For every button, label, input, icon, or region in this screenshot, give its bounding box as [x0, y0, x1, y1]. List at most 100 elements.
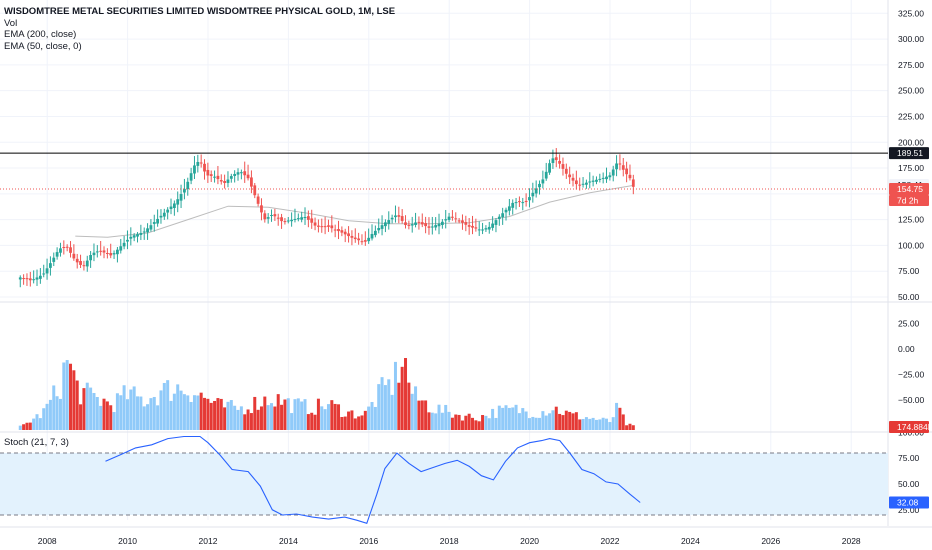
- candle: [112, 253, 116, 255]
- volume-bar: [427, 412, 431, 430]
- last-price-label-bg: [889, 182, 929, 195]
- x-tick-label: 2008: [38, 536, 57, 546]
- candle: [236, 172, 240, 175]
- candle: [99, 250, 103, 252]
- volume-bar: [380, 377, 384, 430]
- volume-bar: [89, 387, 93, 430]
- volume-bar: [146, 404, 150, 430]
- candle: [384, 222, 387, 227]
- candle: [132, 235, 136, 238]
- volume-bar: [69, 363, 73, 430]
- stoch-legend[interactable]: Stoch (21, 7, 3): [4, 437, 69, 448]
- y-tick-label: 125.00: [898, 215, 924, 225]
- candle: [243, 171, 247, 176]
- candle: [631, 179, 635, 187]
- volume-bar: [203, 397, 207, 430]
- candle: [380, 225, 384, 229]
- volume-bar: [511, 407, 515, 430]
- candle: [534, 188, 538, 194]
- candle: [65, 246, 69, 248]
- candle: [474, 227, 478, 229]
- volume-bar: [142, 406, 146, 430]
- volume-bar: [497, 405, 501, 430]
- volume-bar: [353, 418, 357, 430]
- volume-bar: [172, 393, 176, 430]
- volume-bar: [460, 420, 464, 430]
- volume-bar: [223, 407, 227, 430]
- candle: [193, 165, 196, 174]
- y-tick-label: 275.00: [898, 60, 924, 70]
- candle: [434, 225, 438, 228]
- candle: [253, 185, 257, 196]
- candle: [122, 242, 126, 247]
- y-axis[interactable]: 325.00 300.00 275.00 250.00 225.00 200.00 175.…: [898, 8, 925, 515]
- volume-bar: [484, 415, 488, 430]
- volume-bar: [226, 401, 230, 430]
- candle: [621, 165, 625, 170]
- candle: [410, 224, 414, 226]
- x-axis[interactable]: 2008 2010 2012 2014 2016 2018 2020 2022 2024 2026…: [38, 536, 861, 546]
- candle: [414, 222, 417, 225]
- candle: [69, 247, 72, 253]
- candle: [233, 173, 237, 176]
- candle: [518, 201, 521, 203]
- candle: [504, 209, 508, 213]
- volume-bar: [263, 396, 267, 430]
- candle: [551, 158, 555, 163]
- horizontal-lines[interactable]: [0, 152, 888, 190]
- candle: [327, 225, 330, 227]
- volume-bar: [393, 361, 397, 430]
- volume-bar: [283, 399, 287, 430]
- y-tick-label: 250.00: [898, 86, 924, 96]
- candle: [38, 275, 42, 279]
- candle: [219, 180, 223, 182]
- volume-bar: [611, 417, 615, 430]
- volume-last-label-bg: [889, 421, 929, 433]
- volume-bar: [216, 398, 220, 430]
- volume-bar: [417, 400, 421, 430]
- volume-bar: [159, 390, 163, 430]
- volume-bar: [333, 403, 337, 430]
- candle: [544, 171, 548, 179]
- x-tick-label: 2012: [199, 536, 218, 546]
- volume-bar: [514, 404, 518, 430]
- candle: [571, 177, 575, 181]
- volume-bar: [179, 390, 183, 430]
- volume-bar: [62, 362, 66, 430]
- candle: [223, 180, 227, 183]
- candle: [404, 222, 407, 226]
- candle: [568, 174, 572, 178]
- candle: [22, 278, 26, 280]
- volume-bar: [404, 358, 408, 430]
- volume-bar: [139, 396, 143, 430]
- stoch-band: [0, 452, 888, 516]
- candle: [105, 252, 109, 254]
- y-tick-label: 25.00: [898, 319, 920, 329]
- volume-bar: [169, 400, 173, 430]
- chart-legend: WISDOMTREE METAL SECURITIES LIMITED WISD…: [4, 6, 395, 52]
- candle: [49, 263, 52, 268]
- volume-bar: [310, 412, 314, 430]
- legend-vol[interactable]: Vol: [4, 17, 18, 29]
- volume-bar: [407, 382, 411, 430]
- volume-bar: [326, 404, 330, 430]
- volume-bar: [306, 414, 310, 430]
- candle: [129, 236, 133, 239]
- candle: [457, 220, 461, 222]
- volume-bar: [85, 382, 89, 430]
- candle: [561, 164, 565, 169]
- volume-bar: [477, 421, 481, 430]
- candle: [139, 232, 143, 235]
- volume-bar: [156, 405, 160, 430]
- candle: [270, 214, 273, 216]
- volume-bar: [296, 398, 300, 430]
- legend-ema50[interactable]: EMA (50, close, 0): [4, 40, 82, 52]
- legend-ema200[interactable]: EMA (200, close): [4, 29, 77, 40]
- candle: [467, 225, 471, 227]
- candle: [585, 182, 588, 185]
- candle: [75, 258, 79, 263]
- volume-bar: [564, 410, 568, 430]
- candle: [591, 180, 595, 182]
- volume-bar: [239, 406, 243, 430]
